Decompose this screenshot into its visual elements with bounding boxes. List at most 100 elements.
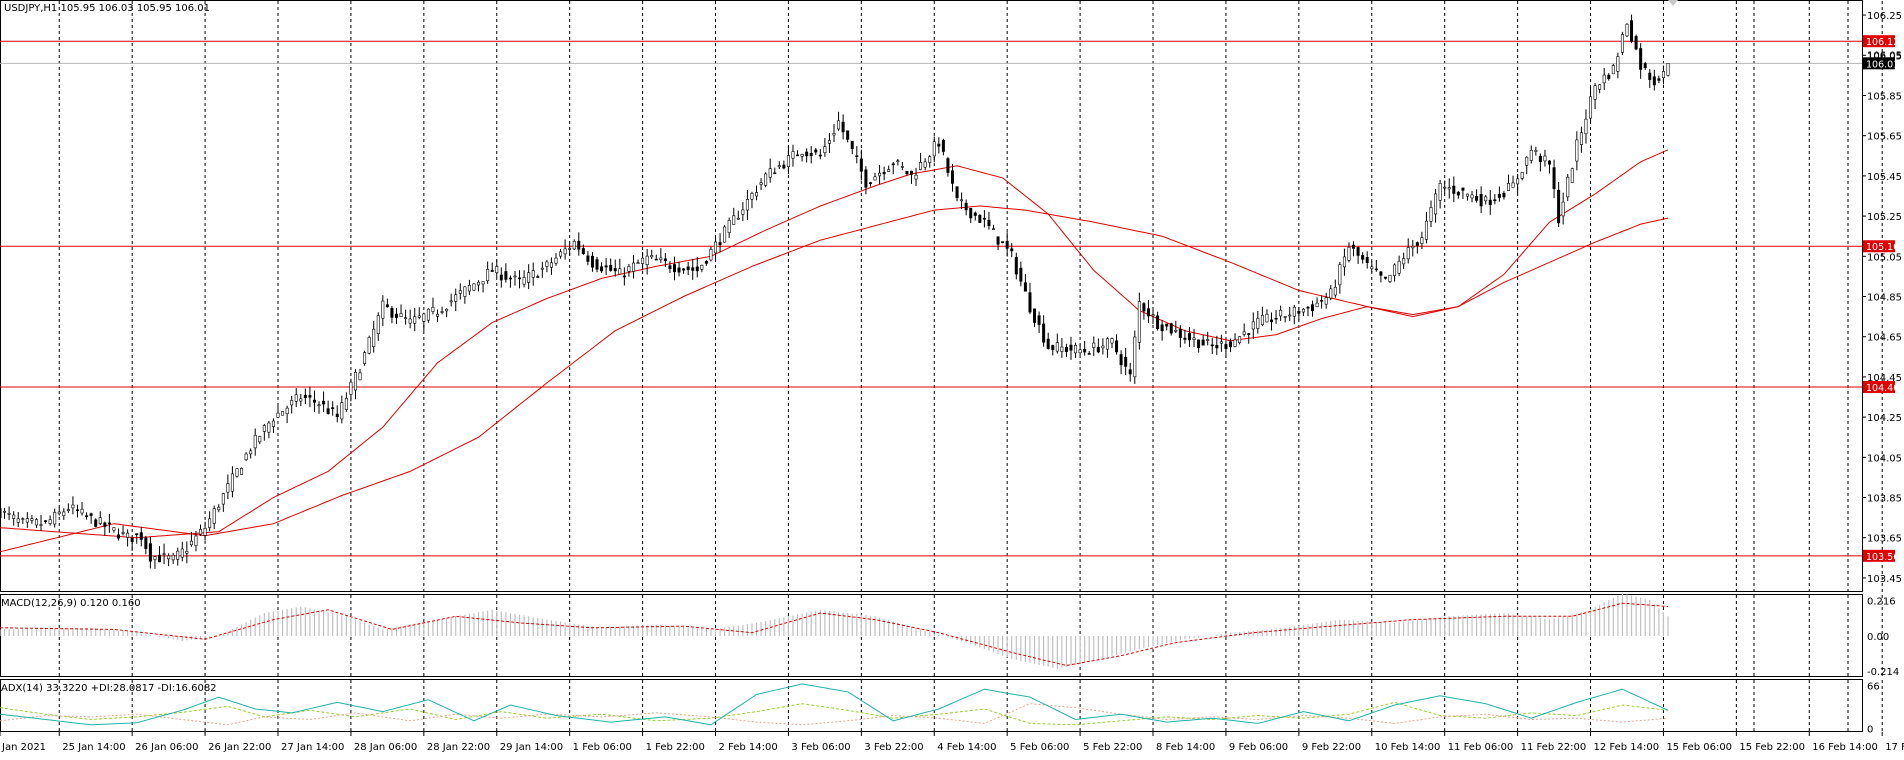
candle-body bbox=[873, 176, 877, 181]
candle-body bbox=[1329, 288, 1333, 299]
candle-body bbox=[1625, 23, 1629, 37]
candle-body bbox=[94, 519, 98, 527]
candle-body bbox=[116, 534, 120, 539]
candle-body bbox=[1042, 323, 1046, 343]
candle-body bbox=[586, 255, 590, 262]
candle-body bbox=[946, 158, 950, 173]
candle-body bbox=[130, 537, 134, 542]
moving-averages bbox=[0, 149, 1669, 553]
candle-body bbox=[294, 394, 298, 402]
candle-body bbox=[1251, 321, 1255, 330]
bid-price-tag bbox=[1863, 57, 1895, 70]
candle-body bbox=[1584, 118, 1588, 135]
candle-body bbox=[271, 420, 275, 427]
x-tick-label: 1 Feb 22:00 bbox=[646, 742, 705, 753]
ask-price-label: 106.05 bbox=[1867, 50, 1902, 61]
candle-body bbox=[253, 434, 257, 449]
candle-body bbox=[686, 266, 690, 270]
candle-body bbox=[973, 212, 977, 216]
candle-body bbox=[1197, 339, 1201, 349]
candle-body bbox=[508, 277, 512, 280]
candle-body bbox=[367, 337, 371, 354]
candle-body bbox=[1338, 264, 1342, 286]
level-price-label: 106.12 bbox=[1866, 37, 1899, 48]
candle-body bbox=[1424, 220, 1428, 240]
candle-body bbox=[385, 304, 389, 308]
candle-body bbox=[422, 313, 426, 322]
candle-body bbox=[376, 315, 380, 334]
candle-body bbox=[449, 300, 453, 303]
candle-body bbox=[846, 130, 850, 140]
candle-body bbox=[477, 281, 481, 286]
candle-body bbox=[344, 397, 348, 410]
candle-body bbox=[417, 315, 421, 318]
candle-body bbox=[1256, 318, 1260, 329]
candle-body bbox=[937, 143, 941, 147]
candle-body bbox=[126, 532, 130, 538]
candle-body bbox=[326, 408, 330, 414]
candle-body bbox=[1611, 65, 1615, 75]
candle-body bbox=[185, 551, 189, 554]
candle-body bbox=[677, 267, 681, 273]
candle-body bbox=[21, 518, 25, 520]
y-tick-label: 105.05 bbox=[1867, 252, 1902, 263]
candle-body bbox=[1224, 344, 1228, 349]
candle-body bbox=[1465, 193, 1469, 197]
candle-body bbox=[654, 258, 658, 261]
candle-body bbox=[900, 166, 904, 168]
x-tick-label: 17 Feb 06:00 bbox=[1885, 742, 1904, 753]
candle-body bbox=[372, 328, 376, 347]
candle-body bbox=[1265, 313, 1269, 323]
candle-body bbox=[545, 261, 549, 267]
x-tick-label: 4 Feb 14:00 bbox=[937, 742, 996, 753]
candle-body bbox=[1087, 353, 1091, 355]
x-tick-label: 9 Feb 06:00 bbox=[1229, 742, 1288, 753]
candle-body bbox=[768, 168, 772, 178]
candle-body bbox=[764, 173, 768, 186]
candle-body bbox=[445, 308, 449, 312]
candle-body bbox=[645, 255, 649, 265]
candle-body bbox=[426, 308, 430, 321]
candle-body bbox=[162, 553, 166, 555]
candle-body bbox=[992, 228, 996, 230]
x-tick-label: 26 Jan 22:00 bbox=[208, 742, 271, 753]
candle-body bbox=[1192, 337, 1196, 340]
candle-body bbox=[463, 286, 467, 297]
adx-line bbox=[0, 683, 1669, 726]
candle-body bbox=[1083, 349, 1087, 353]
x-tick-label: 27 Jan 14:00 bbox=[281, 742, 344, 753]
candle-body bbox=[57, 511, 61, 515]
candle-body bbox=[691, 267, 695, 271]
time-axis: Jan 2021 25 Jan 14:00 26 Jan 06:00 26 Jan 2… bbox=[0, 732, 1904, 753]
candle-body bbox=[89, 513, 93, 516]
candle-body bbox=[663, 258, 667, 262]
candle-body bbox=[148, 543, 152, 562]
y-tick-label: 104.65 bbox=[1867, 333, 1902, 344]
x-tick-label: Jan 2021 bbox=[1, 742, 46, 753]
candle-body bbox=[30, 518, 34, 521]
y-tick-label: 104.05 bbox=[1867, 453, 1902, 464]
candle-body bbox=[1105, 338, 1109, 350]
x-tick-label: 5 Feb 22:00 bbox=[1083, 742, 1142, 753]
macd-pane-title: MACD(12,26,9) 0.120 0.160 bbox=[1, 598, 141, 609]
y-tick-label: 104.25 bbox=[1867, 413, 1902, 424]
candle-body bbox=[1215, 344, 1219, 349]
candle-body bbox=[590, 255, 594, 268]
candle-body bbox=[153, 556, 157, 560]
candle-body bbox=[1411, 245, 1415, 249]
candle-body bbox=[103, 522, 107, 527]
candle-body bbox=[349, 381, 353, 395]
candle-body bbox=[955, 186, 959, 199]
candle-body bbox=[732, 215, 736, 225]
scroll-marker-icon[interactable] bbox=[1668, 0, 1678, 6]
x-tick-label: 15 Feb 22:00 bbox=[1739, 742, 1805, 753]
candle-body bbox=[1657, 78, 1661, 81]
candle-body bbox=[1178, 329, 1182, 338]
candle-body bbox=[495, 266, 499, 274]
candle-body bbox=[1543, 155, 1547, 162]
candle-body bbox=[531, 270, 535, 278]
candle-body bbox=[1502, 192, 1506, 198]
candle-body bbox=[194, 535, 198, 546]
minus-di-line bbox=[0, 703, 1669, 726]
